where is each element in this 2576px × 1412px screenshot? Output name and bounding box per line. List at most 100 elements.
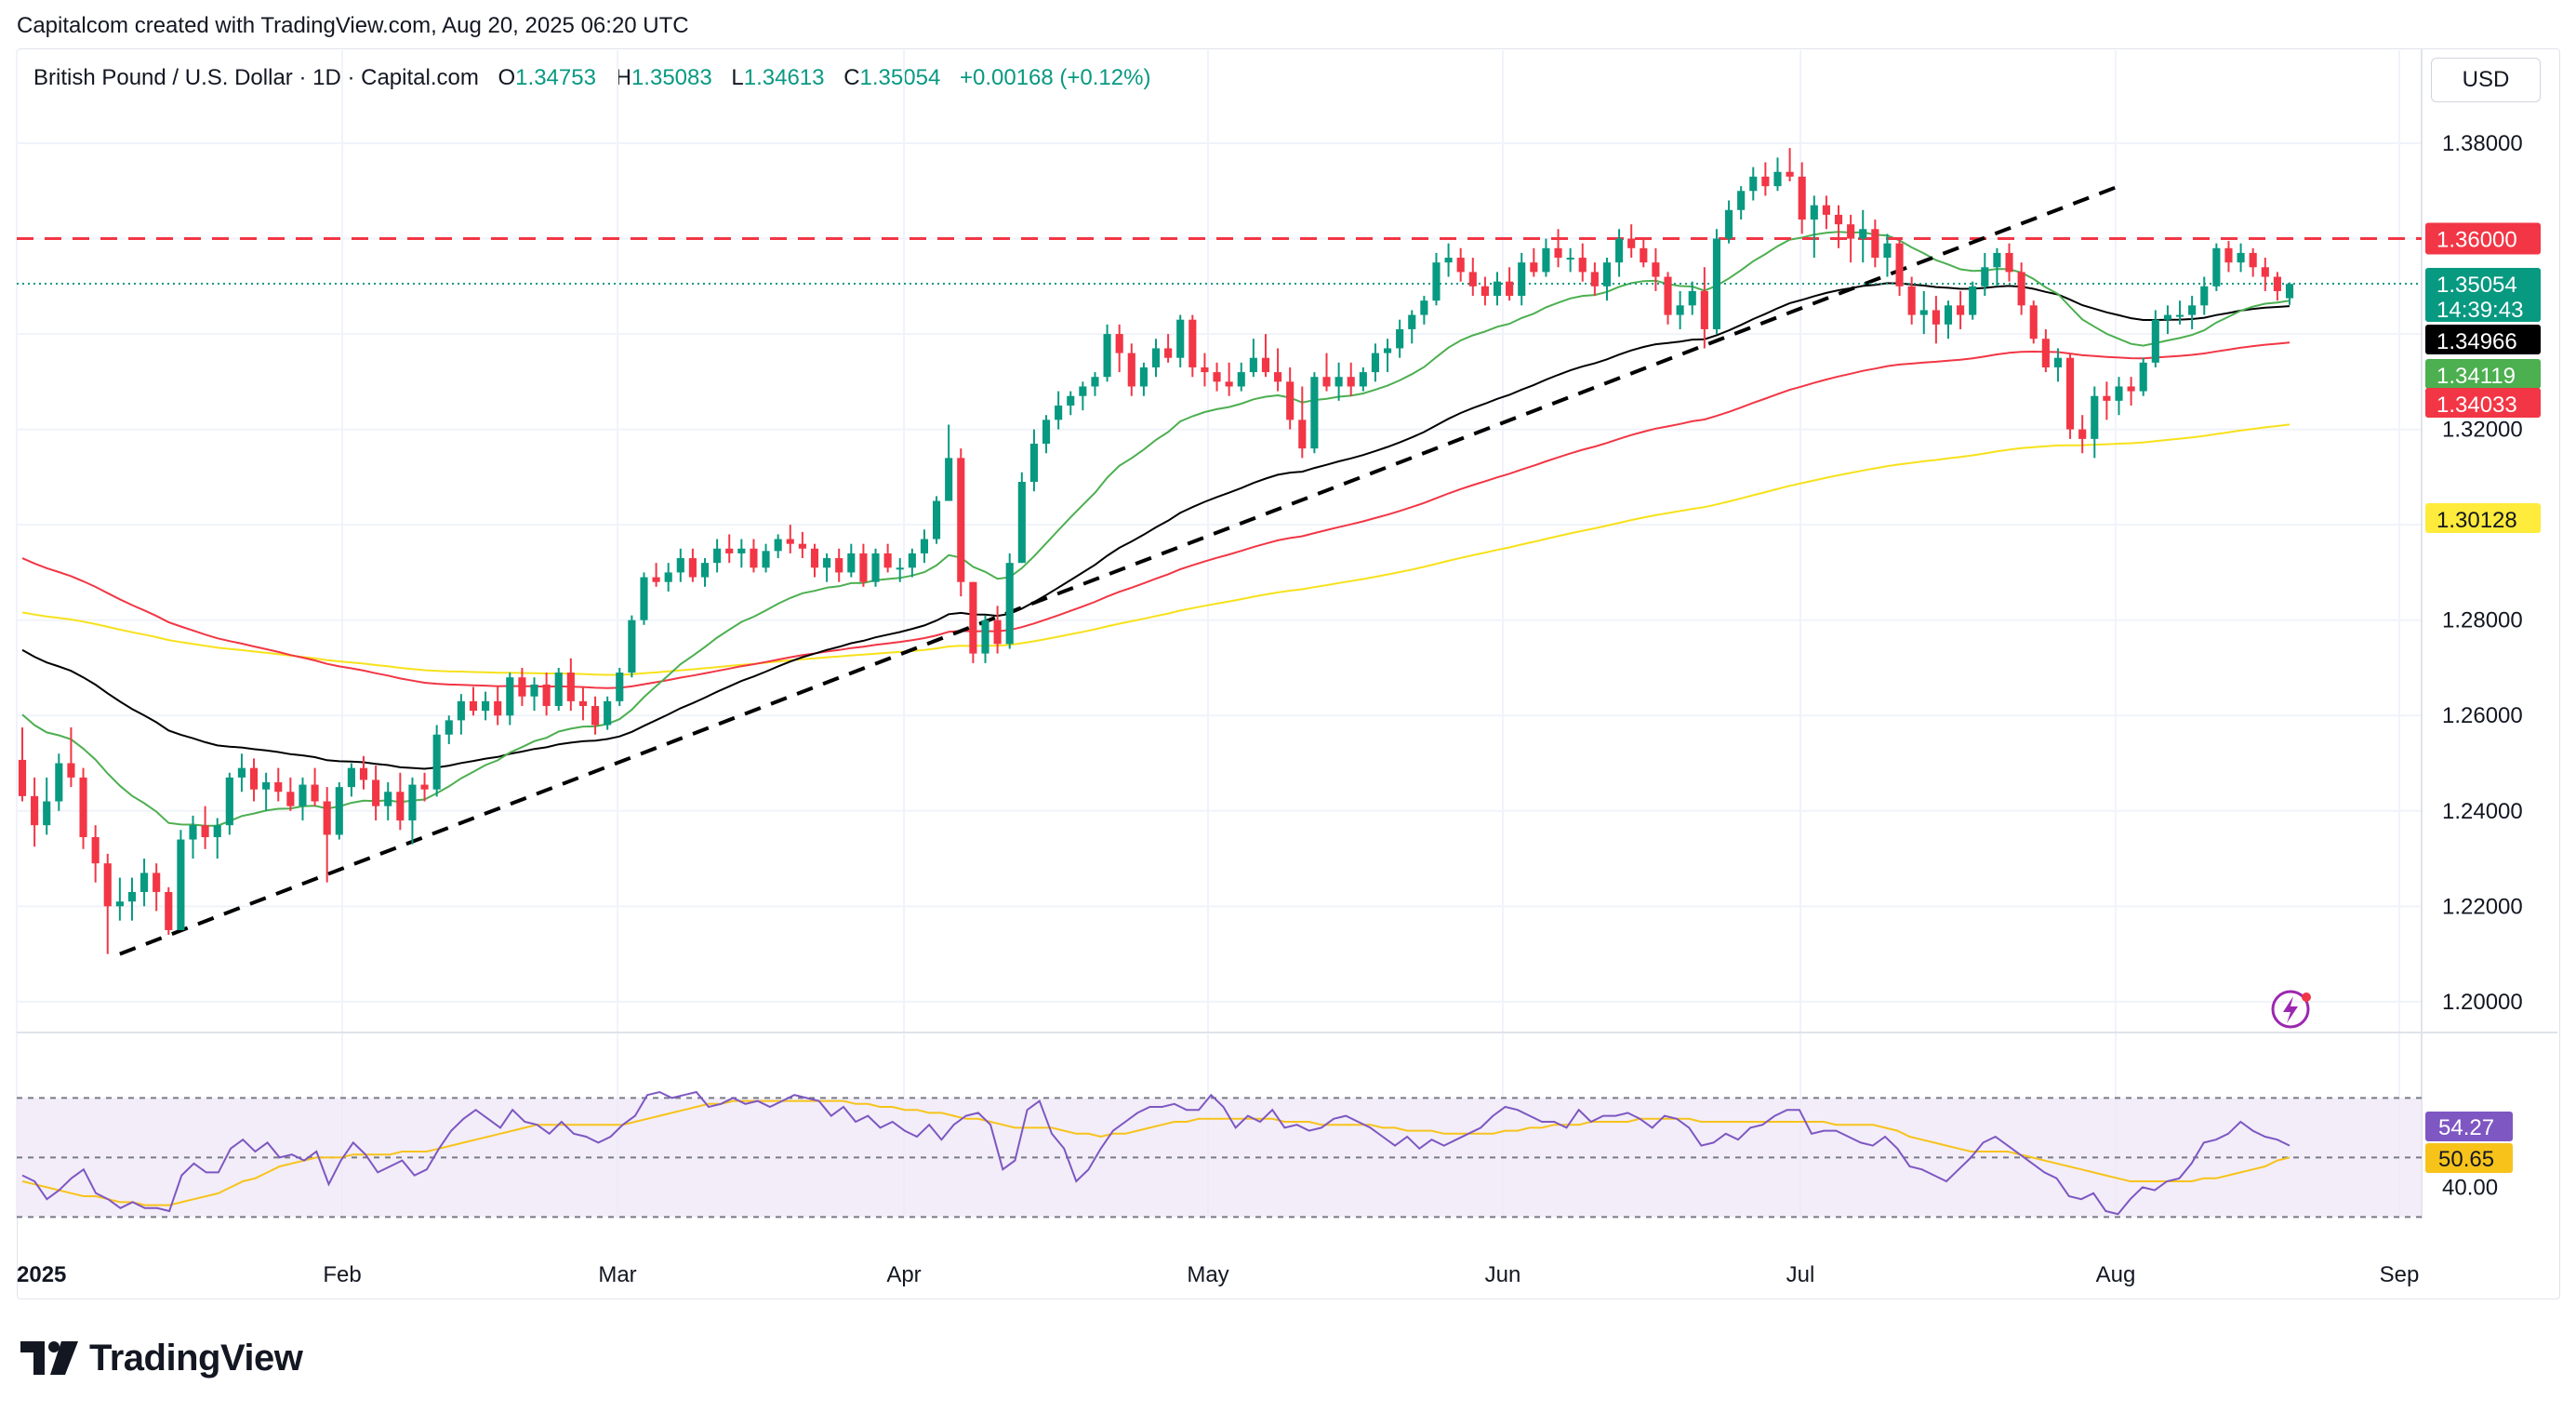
candle[interactable] [1859,209,1867,263]
candle[interactable] [1664,272,1672,325]
candle[interactable] [1627,224,1636,259]
candle[interactable] [43,777,51,835]
candle[interactable] [1127,343,1135,396]
candle[interactable] [225,772,233,835]
candle[interactable] [18,727,27,802]
candle[interactable] [237,753,246,793]
candle[interactable] [664,563,672,592]
candle[interactable] [1506,267,1514,301]
candle[interactable] [640,572,648,625]
candle[interactable] [725,534,734,564]
candle[interactable] [1822,195,1830,230]
candle[interactable] [445,715,453,745]
candle[interactable] [518,667,526,706]
candle[interactable] [2151,310,2159,367]
candle[interactable] [1042,415,1051,454]
candle[interactable] [774,534,782,559]
candle[interactable] [1017,472,1026,564]
candle[interactable] [786,525,794,553]
candle[interactable] [1871,220,1879,268]
tradingview-logo[interactable]: TradingView [20,1336,303,1380]
candle[interactable] [1298,386,1307,459]
candle[interactable] [420,772,429,802]
candle[interactable] [871,548,880,587]
candle[interactable] [274,767,283,802]
candle[interactable] [2017,262,2025,315]
candle[interactable] [1700,267,1708,349]
candle[interactable] [1420,296,1428,325]
candle[interactable] [1225,362,1233,396]
candle[interactable] [1652,247,1660,291]
candle[interactable] [127,877,137,921]
candle[interactable] [2029,300,2038,344]
candle[interactable] [1005,553,1014,649]
candle[interactable] [1883,233,1892,277]
candle[interactable] [31,777,39,847]
candle[interactable] [1798,162,1806,234]
candle[interactable] [2041,328,2050,373]
candle[interactable] [920,529,929,564]
candle[interactable] [1432,252,1441,306]
candle[interactable] [1310,372,1319,454]
candle[interactable] [1907,276,1916,325]
candle[interactable] [1456,247,1465,282]
candle[interactable] [1493,272,1502,306]
candle[interactable] [1944,300,1953,340]
candle[interactable] [1981,252,1989,297]
trendline[interactable] [119,184,2120,956]
candle[interactable] [140,859,149,907]
candle[interactable] [1737,186,1746,220]
candle[interactable] [2273,272,2281,301]
candle[interactable] [604,696,612,730]
candle[interactable] [1566,247,1574,273]
candle[interactable] [1676,290,1684,329]
candle[interactable] [1847,214,1855,263]
candle[interactable] [1919,290,1928,335]
candle[interactable] [737,539,746,568]
candle[interactable] [469,686,478,716]
candle[interactable] [482,691,490,721]
candle[interactable] [2053,348,2063,382]
candle[interactable] [1724,200,1733,244]
candle[interactable] [713,539,722,573]
symbol-name[interactable]: British Pound / U.S. Dollar · 1D · Capit… [33,65,479,90]
candle[interactable] [189,815,197,859]
candle[interactable] [79,767,87,849]
candle[interactable] [1688,281,1696,315]
candle[interactable] [1408,310,1416,344]
candle[interactable] [652,563,660,587]
candle[interactable] [1079,381,1087,411]
candle[interactable] [262,772,271,811]
candle[interactable] [700,558,710,587]
candle[interactable] [1371,343,1379,382]
candle[interactable] [993,606,1002,654]
candle[interactable] [1761,162,1770,196]
candle[interactable] [311,767,319,806]
candle[interactable] [2091,386,2099,459]
candle[interactable] [1201,353,1209,387]
candle[interactable] [1334,362,1343,401]
candle[interactable] [1286,366,1295,430]
candle[interactable] [1749,167,1758,201]
candle[interactable] [2188,296,2197,329]
candle[interactable] [67,727,75,788]
candle[interactable] [2212,243,2221,291]
candle[interactable] [1590,262,1599,297]
candle[interactable] [2005,243,2013,282]
candle[interactable] [1359,366,1367,392]
candle[interactable] [2224,241,2233,273]
currency-selector[interactable]: USD [2431,58,2541,102]
candle[interactable] [408,777,417,845]
candle[interactable] [1969,281,1977,320]
candle[interactable] [1615,229,1624,277]
candle[interactable] [2163,305,2171,335]
candle[interactable] [494,686,502,726]
candle[interactable] [384,782,392,821]
candle[interactable] [1957,290,1965,329]
candle[interactable] [578,686,588,721]
candle[interactable] [153,863,161,912]
candle[interactable] [2078,415,2087,454]
candle[interactable] [981,615,989,663]
candle[interactable] [457,694,465,735]
